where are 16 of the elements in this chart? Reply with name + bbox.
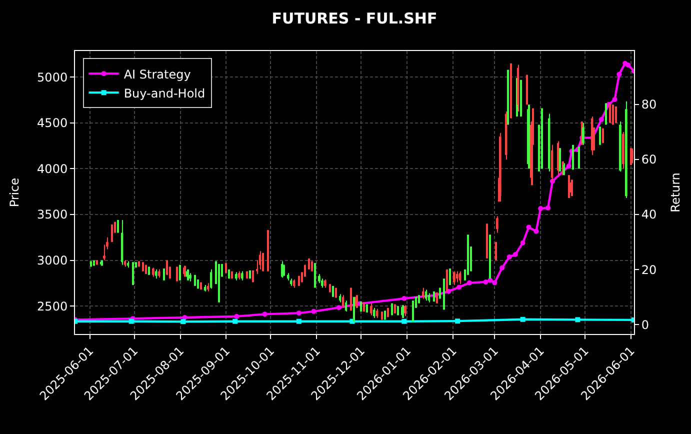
legend-label: AI Strategy (124, 67, 191, 82)
y2-tick-label: 0 (641, 318, 650, 332)
y-tick-label: 4500 (37, 116, 68, 130)
y2-tick-label: 80 (641, 98, 657, 112)
y-tick-label: 5000 (37, 70, 68, 84)
legend-label: Buy-and-Hold (124, 86, 206, 100)
y2-tick-label: 40 (641, 208, 657, 222)
chart-title: FUTURES - FUL.SHF (272, 9, 438, 28)
y-tick-label: 3000 (37, 253, 68, 268)
y-tick-label: 2500 (37, 299, 68, 314)
y2-tick-label: 20 (641, 262, 657, 277)
y-tick-label: 3500 (37, 208, 68, 222)
y2-tick-label: 60 (641, 152, 657, 167)
y-tick-label: 4000 (37, 162, 68, 176)
y2-axis-title: Return (668, 172, 683, 212)
y-axis-title: Price (7, 178, 22, 208)
